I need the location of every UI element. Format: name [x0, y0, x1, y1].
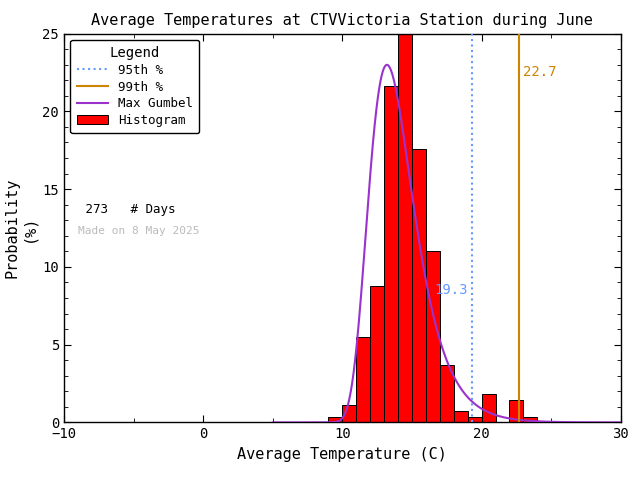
Text: Made on 8 May 2025: Made on 8 May 2025	[78, 226, 200, 236]
Text: 273   # Days: 273 # Days	[78, 203, 175, 216]
Text: 22.7: 22.7	[524, 65, 557, 80]
Bar	[370, 286, 384, 422]
Legend: 95th %, 99th %, Max Gumbel, Histogram: 95th %, 99th %, Max Gumbel, Histogram	[70, 40, 199, 133]
Bar	[426, 252, 440, 422]
Text: 19.3: 19.3	[434, 283, 468, 297]
Bar	[481, 394, 495, 422]
Title: Average Temperatures at CTVVictoria Station during June: Average Temperatures at CTVVictoria Stat…	[92, 13, 593, 28]
Bar	[342, 405, 356, 422]
Bar	[468, 417, 482, 422]
Bar	[454, 411, 468, 422]
Bar	[412, 149, 426, 422]
X-axis label: Average Temperature (C): Average Temperature (C)	[237, 447, 447, 462]
Bar	[398, 29, 412, 422]
Bar	[384, 86, 398, 422]
Y-axis label: Probability
(%): Probability (%)	[4, 178, 37, 278]
Bar	[328, 417, 342, 422]
Bar	[440, 365, 454, 422]
Bar	[524, 417, 538, 422]
Bar	[509, 399, 524, 422]
Bar	[356, 337, 370, 422]
